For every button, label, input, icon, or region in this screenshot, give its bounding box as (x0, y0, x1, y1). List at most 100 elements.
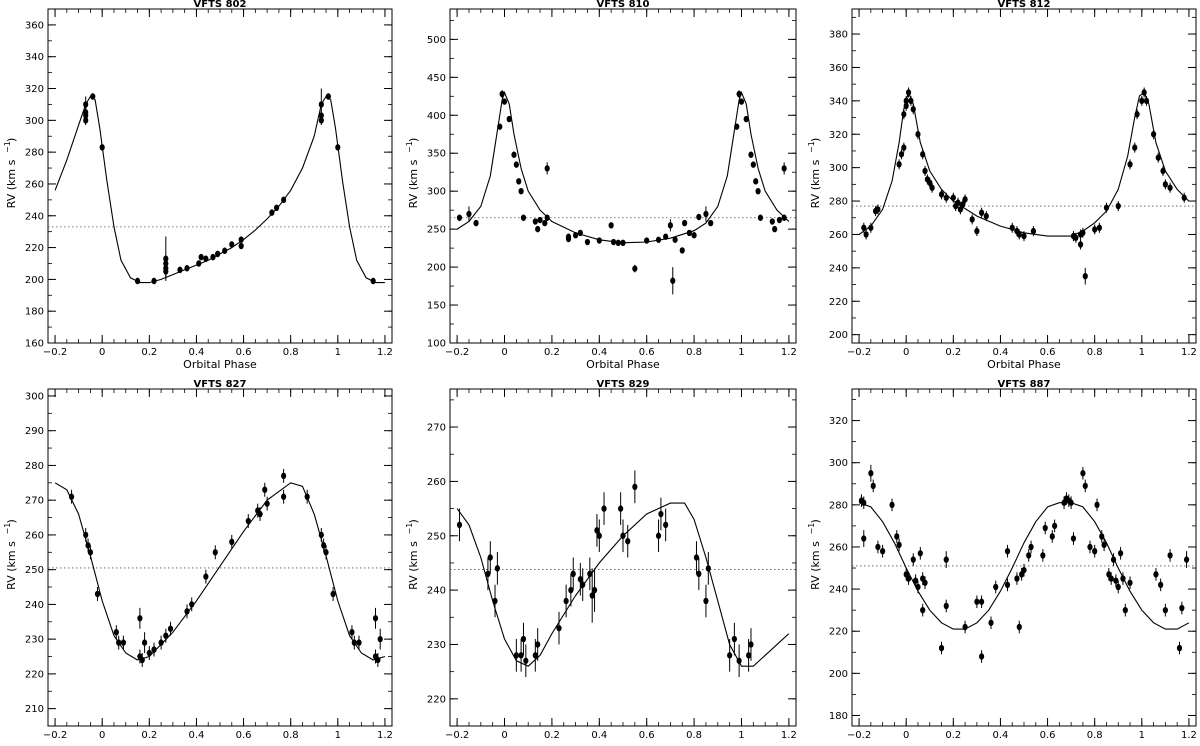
data-point (1176, 644, 1183, 652)
data-point (1150, 131, 1157, 138)
data-point (273, 204, 280, 212)
data-point (870, 482, 876, 490)
data-point (466, 210, 472, 218)
data-point (511, 151, 517, 158)
data-point (1080, 470, 1086, 477)
plot-frame (47, 388, 393, 727)
data-point (863, 231, 869, 238)
y-axis-label-close: ) (407, 138, 420, 142)
x-tick-label: 0.8 (686, 347, 702, 358)
data-point (615, 239, 621, 246)
data-point (974, 227, 980, 235)
y-tick-label: 210 (25, 704, 44, 715)
data-point (943, 194, 949, 201)
data-point (736, 657, 742, 664)
data-point (523, 657, 529, 664)
data-point (731, 635, 737, 643)
data-point (753, 178, 759, 185)
data-point (901, 144, 907, 151)
data-point (781, 165, 787, 172)
data-point (487, 554, 493, 561)
y-tick-label: 320 (25, 84, 44, 95)
data-point (903, 97, 909, 105)
data-point (198, 253, 204, 261)
data-point (116, 639, 122, 646)
data-point (330, 590, 336, 598)
chart-title: VFTS 829 (597, 379, 650, 390)
data-point (1141, 89, 1147, 96)
y-axis-label-group: RV (km s −1) (405, 519, 420, 590)
data-point (1179, 604, 1185, 612)
data-point (563, 597, 569, 605)
data-point (658, 510, 664, 518)
data-point (318, 531, 324, 539)
data-point (535, 225, 541, 233)
data-point (377, 635, 383, 643)
data-point (655, 236, 662, 243)
x-tick-label: −0.2 (445, 347, 469, 358)
data-point (203, 573, 209, 580)
data-point (962, 623, 968, 631)
y-tick-label: 180 (829, 711, 848, 722)
data-point (520, 635, 527, 643)
data-point (898, 151, 905, 158)
x-tick-label: 0.8 (283, 730, 299, 741)
data-point (1096, 224, 1102, 231)
y-tick-label: 270 (25, 496, 44, 507)
data-point (1077, 241, 1084, 248)
data-point (769, 218, 775, 225)
plot-frame (851, 388, 1197, 727)
data-point (1134, 111, 1140, 118)
x-tick-label: 0 (501, 347, 507, 358)
data-point (1132, 144, 1138, 151)
data-point (915, 583, 921, 591)
x-tick-label: −0.2 (43, 347, 67, 358)
data-point (748, 641, 754, 648)
data-point (497, 123, 503, 130)
data-point (210, 253, 216, 261)
data-point (632, 483, 638, 491)
data-point (679, 247, 685, 254)
data-point (1167, 552, 1173, 559)
data-point (335, 144, 341, 151)
data-point (889, 501, 895, 509)
x-tick-label: 0.4 (188, 347, 204, 358)
y-axis-label-superscript: −1 (3, 523, 12, 535)
data-point (262, 486, 268, 493)
data-point (238, 236, 244, 243)
data-point (264, 500, 270, 507)
data-point (693, 554, 700, 561)
data-point (682, 219, 688, 227)
x-axis-label: Orbital Phase (987, 358, 1061, 371)
panel-5: VFTS 829 −0.2 0 0.2 0.4 0.6 0.8 1 1.2 220 230 240 25… (405, 379, 797, 746)
y-tick-label: 380 (829, 30, 848, 41)
data-point (1139, 97, 1145, 105)
y-tick-label: 240 (427, 586, 446, 597)
x-tick-label: 0.6 (236, 347, 252, 358)
y-tick-label: 260 (25, 179, 44, 190)
data-point (743, 115, 749, 123)
data-point (868, 470, 874, 477)
chart-title: VFTS 827 (194, 379, 247, 390)
y-tick-label: 250 (427, 531, 446, 542)
x-tick-label: 0.8 (1087, 730, 1103, 741)
data-point (1073, 234, 1079, 241)
data-point (134, 277, 141, 285)
data-point (485, 570, 491, 578)
data-point (943, 556, 949, 563)
data-point (325, 93, 331, 100)
data-point (875, 543, 881, 551)
data-point (703, 210, 709, 218)
data-point (703, 597, 709, 605)
x-tick-label: 0.4 (188, 730, 204, 741)
y-tick-label: 200 (25, 275, 44, 286)
y-axis-label-group: RV (km s −1) (807, 519, 822, 590)
data-point (910, 556, 916, 563)
data-point (596, 532, 602, 539)
data-point (196, 260, 202, 267)
data-point (518, 652, 524, 659)
x-tick-label: 1.2 (781, 347, 797, 358)
y-tick-label: 300 (427, 187, 446, 198)
